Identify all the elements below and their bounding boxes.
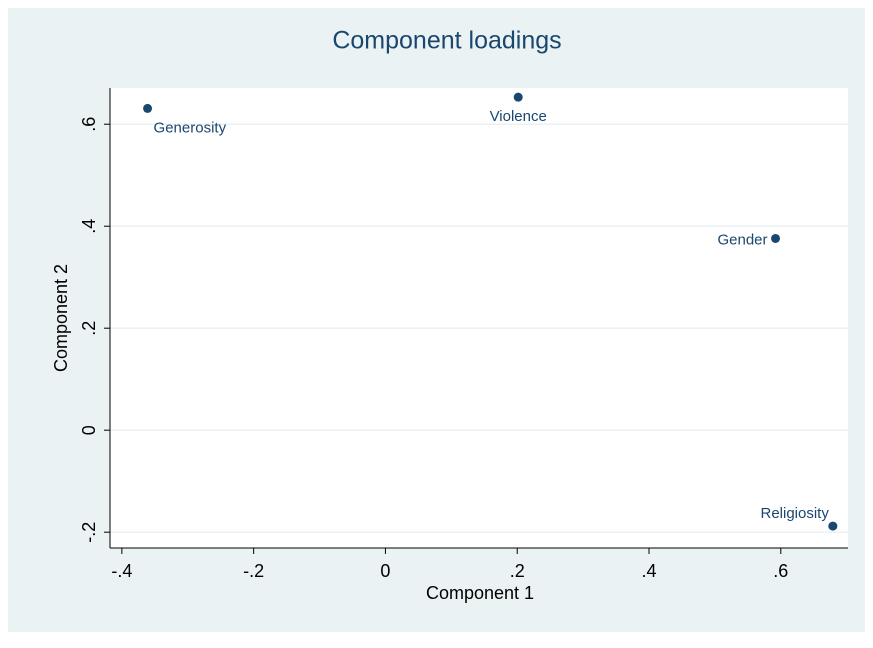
point-label: Religiosity: [760, 505, 829, 522]
plot-area: [110, 88, 848, 548]
point: [828, 521, 838, 531]
y-tick-label: .4: [79, 219, 99, 234]
point-label: Gender: [717, 231, 767, 248]
x-tick-label: 0: [380, 561, 390, 581]
y-tick-label: .2: [79, 321, 99, 336]
x-axis-label: Component 1: [426, 583, 534, 603]
point: [143, 103, 153, 113]
chart-title: Component loadings: [332, 27, 561, 55]
point: [513, 92, 523, 102]
point: [771, 233, 781, 243]
x-tick-label: .2: [510, 561, 525, 581]
y-tick-label: .6: [79, 117, 99, 132]
y-tick-label: -.2: [79, 522, 99, 543]
x-tick-label: .6: [773, 561, 788, 581]
x-tick-label: -.4: [111, 561, 132, 581]
y-axis-label: Component 2: [51, 264, 71, 372]
y-tick-label: 0: [79, 425, 99, 435]
point-label: Generosity: [154, 119, 227, 136]
point-label: Violence: [490, 108, 547, 125]
x-tick-label: -.2: [243, 561, 264, 581]
x-tick-label: .4: [641, 561, 656, 581]
